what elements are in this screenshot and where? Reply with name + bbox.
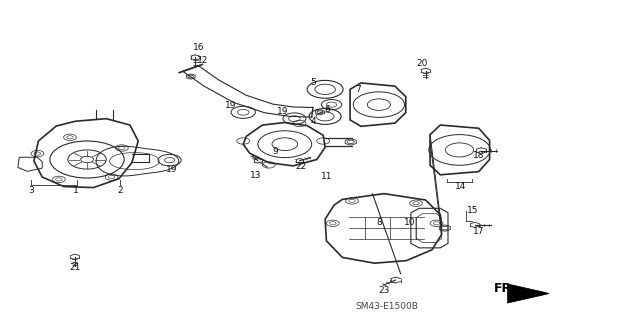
Text: 6: 6 (325, 105, 330, 114)
Text: 15: 15 (467, 206, 478, 215)
Text: 7: 7 (356, 85, 361, 94)
Text: 12: 12 (196, 56, 208, 65)
Text: FR.: FR. (494, 282, 517, 295)
Text: 20: 20 (417, 59, 428, 68)
Text: 13: 13 (250, 171, 262, 180)
Text: 11: 11 (321, 172, 332, 181)
Text: 19: 19 (225, 101, 236, 110)
Text: 2: 2 (118, 186, 123, 195)
Text: 9: 9 (273, 147, 278, 156)
Text: 8: 8 (376, 218, 381, 227)
Text: 22: 22 (295, 162, 307, 171)
Text: SM43-E1500B: SM43-E1500B (355, 302, 418, 311)
Text: 3: 3 (28, 186, 33, 195)
Text: 18: 18 (473, 151, 484, 160)
Polygon shape (508, 284, 549, 303)
Text: 16: 16 (193, 43, 204, 52)
Text: 23: 23 (378, 286, 390, 295)
Text: 21: 21 (69, 263, 81, 271)
Text: 19: 19 (277, 107, 289, 116)
Text: 10: 10 (404, 218, 415, 227)
Text: 17: 17 (473, 227, 484, 236)
Text: 4: 4 (311, 117, 316, 126)
Text: 1: 1 (73, 186, 78, 195)
Text: 5: 5 (311, 78, 316, 87)
Text: 14: 14 (455, 182, 467, 191)
Text: 19: 19 (166, 165, 177, 174)
